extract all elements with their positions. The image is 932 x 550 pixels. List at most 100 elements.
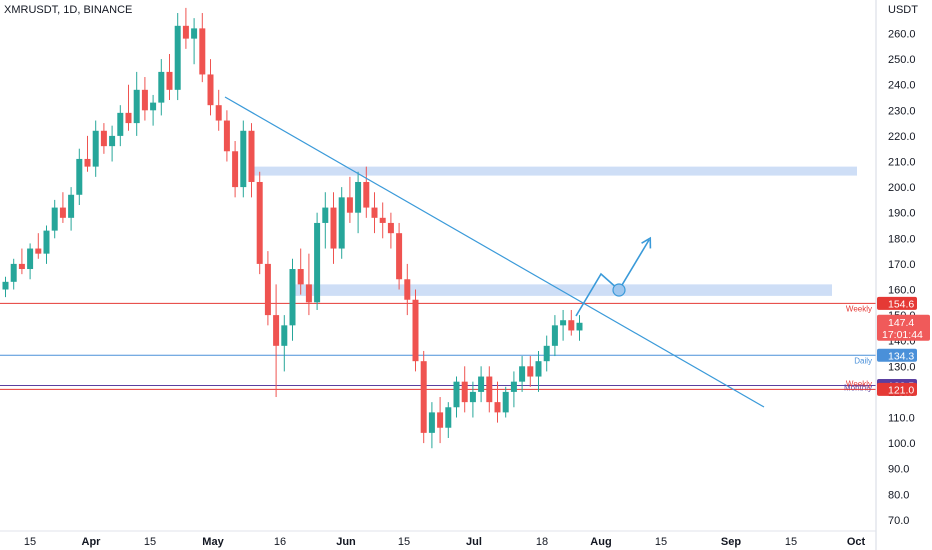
candle <box>240 120 247 198</box>
candle <box>27 243 34 280</box>
candle-body <box>240 130 247 188</box>
candle <box>453 376 460 418</box>
price-tick-label: 210.0 <box>888 157 916 169</box>
candle-body <box>560 320 567 326</box>
candle-body <box>223 120 230 152</box>
candle <box>355 171 362 234</box>
candle <box>461 366 468 413</box>
candle-body <box>117 112 124 136</box>
price-tick-label: 250.0 <box>888 54 916 66</box>
candle <box>92 120 99 177</box>
candle <box>560 309 567 341</box>
candle-body <box>281 325 288 346</box>
candle <box>191 18 198 65</box>
weekly-level-caption: Weekly <box>846 304 872 313</box>
price-tick-label: 240.0 <box>888 80 916 92</box>
candle-body <box>461 381 468 403</box>
candle <box>158 59 165 116</box>
price-tick-label: 110.0 <box>888 413 915 425</box>
candle-body <box>535 361 542 377</box>
candle-body <box>84 158 91 167</box>
price-tick-label: 200.0 <box>888 182 916 194</box>
candle-body <box>363 181 370 208</box>
candle-body <box>379 217 386 223</box>
resistance-zone <box>250 166 857 176</box>
price-tick-label: 220.0 <box>888 131 916 143</box>
candle-body <box>502 391 509 413</box>
candle <box>256 171 263 275</box>
monthly-level-caption: Monthly <box>844 384 872 393</box>
current-price-text: 147.4 <box>888 317 914 329</box>
time-tick-label: Jun <box>336 536 356 548</box>
candle-body <box>182 25 189 39</box>
candle <box>215 89 222 131</box>
candle-body <box>469 391 476 403</box>
candle <box>100 123 107 154</box>
price-tick-label: 70.0 <box>888 515 909 527</box>
candle-body <box>305 284 312 303</box>
candle-body <box>141 89 148 111</box>
candle-body <box>59 207 66 218</box>
candle <box>2 276 9 298</box>
candle <box>223 110 230 162</box>
candle <box>478 366 485 403</box>
candle-body <box>273 315 280 346</box>
candle-body <box>486 376 493 403</box>
candle <box>43 225 50 264</box>
candle-body <box>543 345 550 362</box>
candle-body <box>437 412 444 428</box>
candle <box>289 258 296 341</box>
candle-body <box>322 207 329 223</box>
time-axis[interactable]: 15 Apr 15 May 16 Jun 15 Jul 18 Aug 15 Sep 15 Oct <box>24 536 866 548</box>
projection-path <box>575 239 650 317</box>
candle <box>519 356 526 392</box>
candle <box>568 309 575 336</box>
candle <box>412 289 419 372</box>
candle <box>133 71 140 136</box>
candle-body <box>527 366 534 377</box>
projection-target-marker <box>612 283 626 297</box>
candle <box>150 94 157 126</box>
candle-body <box>207 74 214 106</box>
time-tick-label: Oct <box>847 536 866 548</box>
candle <box>486 366 493 413</box>
price-tick-label: 100.0 <box>888 438 916 450</box>
candle <box>59 192 66 223</box>
candle <box>199 13 206 83</box>
candle-body <box>519 366 526 382</box>
candle-body <box>109 135 116 147</box>
candle <box>10 258 17 290</box>
candle-body <box>387 222 394 234</box>
candle-body <box>191 28 198 39</box>
candle <box>51 199 58 239</box>
price-tick-label: 90.0 <box>888 464 909 476</box>
weekly-level-2-caption: Weekly <box>846 379 872 388</box>
daily-level-badge-text: 134.3 <box>888 350 914 362</box>
candle-body <box>576 322 583 331</box>
time-tick-label: 16 <box>274 536 286 548</box>
candle-body <box>125 112 132 124</box>
candle-body <box>215 105 222 121</box>
candle-body <box>412 299 419 362</box>
candle <box>387 212 394 249</box>
weekly-level-2-badge-text: 121.0 <box>888 384 914 396</box>
time-tick-label: Apr <box>82 536 102 548</box>
resistance-zone <box>293 284 832 296</box>
candle-body <box>371 207 378 218</box>
candle-body <box>264 263 271 316</box>
candle-body <box>174 25 181 90</box>
candle <box>346 176 353 223</box>
candle <box>174 13 181 101</box>
candle <box>109 125 116 162</box>
candle-body <box>404 279 411 300</box>
currency-label: USDT <box>888 4 918 16</box>
candle-body <box>158 71 165 103</box>
descending-trendline <box>224 96 765 408</box>
candle <box>404 263 411 316</box>
candle <box>314 212 321 310</box>
candle-body <box>420 361 427 433</box>
candle-body <box>355 181 362 213</box>
